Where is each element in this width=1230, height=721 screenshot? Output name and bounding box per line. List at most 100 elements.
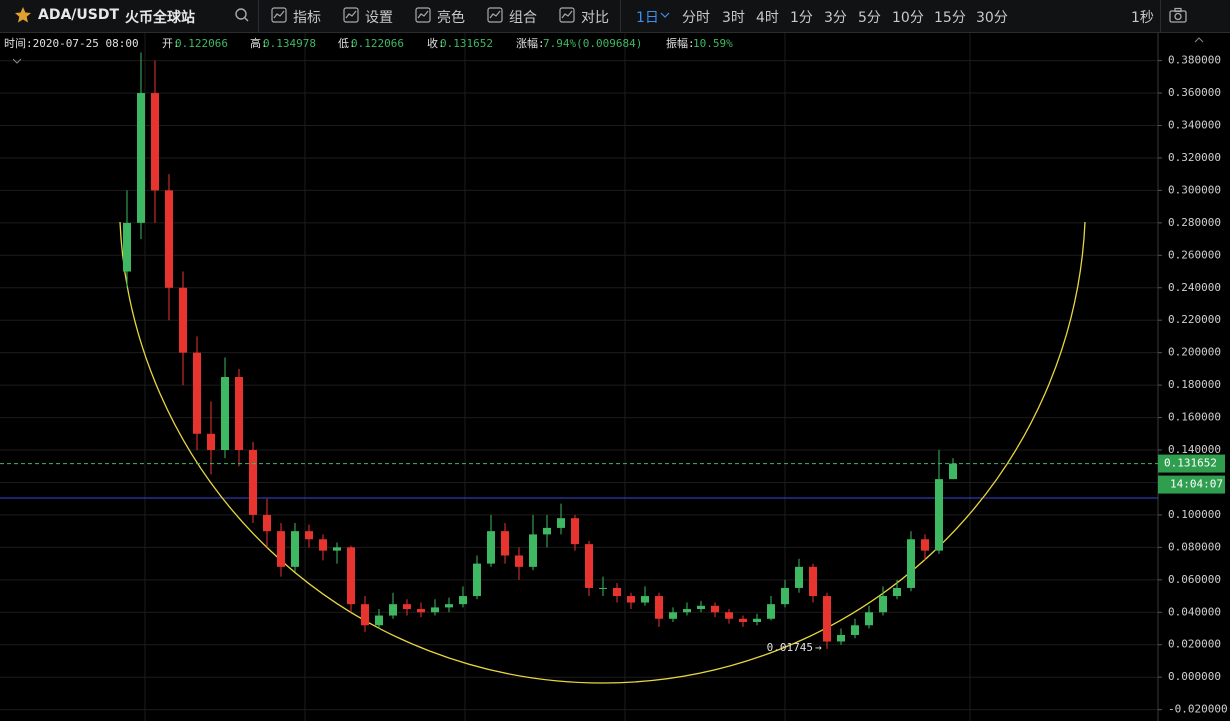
candle-body [683, 609, 691, 613]
y-tick-label: 0.220000 [1168, 313, 1221, 326]
candle-body [613, 587, 621, 597]
period[interactable]: 1日 [636, 10, 659, 26]
info-value: 10.59% [693, 37, 733, 50]
candle-body [389, 604, 397, 616]
info-label: 低: [338, 37, 356, 50]
interval[interactable]: 10分 [892, 10, 924, 26]
candle-body [459, 596, 467, 605]
interval[interactable]: 30分 [976, 10, 1008, 26]
menu-item[interactable]: 对比 [581, 10, 609, 26]
pair[interactable]: ADA/USDT [38, 7, 120, 23]
candle-body [795, 566, 803, 588]
menu-item[interactable]: 组合 [509, 10, 537, 26]
collapse-up-arrow[interactable] [1194, 37, 1204, 43]
interval[interactable]: 3时 [722, 10, 745, 26]
candle-body [403, 604, 411, 610]
drawn-arc [119, 221, 1086, 684]
candle-body [641, 596, 649, 603]
chart: 0.380000 0.360000 0.340000 0.320000 0.300000… [0, 33, 1230, 721]
info-label: 振幅: [666, 36, 695, 50]
y-tick-label: 0.340000 [1168, 118, 1221, 131]
menu-icon[interactable] [270, 6, 288, 24]
candle-body [235, 377, 243, 451]
info-value: 0.131652 [440, 37, 493, 50]
last-price-label: 0.131652 [1164, 457, 1217, 470]
candle-body [823, 596, 831, 642]
candle-body [417, 609, 425, 613]
candle-body [669, 612, 677, 619]
candle-body [291, 531, 299, 567]
candle-body [305, 531, 313, 540]
separator [258, 0, 259, 32]
last-price-box [1158, 454, 1225, 473]
candle-body [725, 612, 733, 619]
refresh[interactable]: 1秒 [1131, 10, 1154, 26]
y-tick-label: 0.040000 [1168, 605, 1221, 618]
interval[interactable]: 3分 [824, 10, 847, 26]
dropdown-arrow[interactable] [660, 11, 670, 19]
candle-body [921, 539, 929, 551]
candle-body [515, 555, 523, 567]
y-tick-label: 0.020000 [1168, 638, 1221, 651]
interval[interactable]: 5分 [858, 10, 881, 26]
candle-body [529, 534, 537, 567]
y-tick-label: 0.240000 [1168, 281, 1221, 294]
interval[interactable]: 15分 [934, 10, 966, 26]
candle-body [277, 531, 285, 567]
candle-body [893, 587, 901, 597]
menu-item[interactable]: 亮色 [437, 10, 465, 26]
countdown-label: 14:04:07 [1170, 478, 1223, 491]
y-tick-label: 0.080000 [1168, 540, 1221, 553]
chart-background [0, 33, 1230, 721]
interval[interactable]: 1分 [790, 10, 813, 26]
interval[interactable]: 4时 [756, 10, 779, 26]
y-tick-label: 0.140000 [1168, 443, 1221, 456]
menu-icon[interactable] [558, 6, 576, 24]
info-time: 时间:2020-07-25 08:00 [4, 37, 139, 50]
y-tick-label: 0.200000 [1168, 346, 1221, 359]
candle-body [879, 596, 887, 613]
candle-body [627, 596, 635, 603]
candle-body [445, 604, 453, 608]
menu-icon[interactable] [414, 6, 432, 24]
collapse-arrow[interactable] [12, 58, 22, 64]
camera-icon[interactable] [1168, 6, 1188, 24]
candle-body [179, 287, 187, 353]
low-arrow: → [815, 641, 822, 654]
candle-body [837, 635, 845, 642]
candle-body [137, 93, 145, 223]
y-tick-label: 0.280000 [1168, 216, 1221, 229]
candle-body [249, 450, 257, 515]
candle-body [221, 377, 229, 451]
favorite-star[interactable] [14, 6, 32, 24]
candle-body [697, 605, 705, 610]
y-tick-label: 0.260000 [1168, 248, 1221, 261]
menu-icon[interactable] [486, 6, 504, 24]
menu-icon[interactable] [342, 6, 360, 24]
candle-body [375, 615, 383, 626]
interval[interactable]: 分时 [682, 10, 710, 26]
exchange: 火币全球站 [125, 10, 195, 26]
info-value: 0.122066 [175, 37, 228, 50]
info-label: 高: [250, 36, 268, 50]
candle-body [599, 587, 607, 589]
candle-body [431, 607, 439, 613]
search-icon[interactable] [233, 6, 251, 24]
candle-body [319, 539, 327, 551]
candle-body [865, 612, 873, 626]
candle-body [501, 531, 509, 556]
info-label: 收: [427, 36, 445, 50]
menu-item[interactable]: 设置 [365, 10, 393, 26]
menu-item[interactable]: 指标 [293, 10, 321, 26]
candle-body [333, 547, 341, 551]
candle-body [347, 547, 355, 605]
y-tick-label: 0.100000 [1168, 508, 1221, 521]
y-tick-label: 0.360000 [1168, 86, 1221, 99]
candle-body [361, 604, 369, 626]
y-tick-label: 0.000000 [1168, 670, 1221, 683]
candle-body [557, 518, 565, 528]
candle-body [263, 514, 271, 532]
candle-body [207, 433, 215, 451]
info-label: 开: [162, 37, 180, 50]
